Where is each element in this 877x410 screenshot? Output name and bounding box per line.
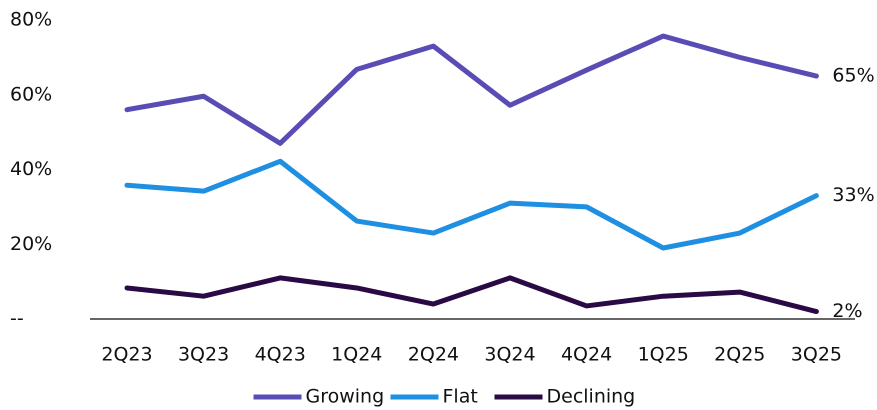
data-label: 33% xyxy=(832,184,874,206)
x-tick-label: 3Q25 xyxy=(791,344,842,366)
legend-label: Flat xyxy=(443,386,478,408)
y-tick-label: 40% xyxy=(10,158,52,180)
legend-label: Declining xyxy=(547,386,636,408)
line-series xyxy=(124,158,819,251)
x-tick-label: 3Q23 xyxy=(178,344,229,366)
x-tick-label: 1Q25 xyxy=(638,344,689,366)
x-tick-label: 2Q23 xyxy=(101,344,152,366)
y-tick-label: 60% xyxy=(10,83,52,105)
y-tick-label: 20% xyxy=(10,233,52,255)
x-tick-label: 4Q23 xyxy=(255,344,306,366)
x-tick-label: 1Q24 xyxy=(331,344,382,366)
data-label: 65% xyxy=(832,65,874,87)
data-label: 2% xyxy=(832,300,862,322)
line-series xyxy=(124,33,819,146)
x-tick-label: 2Q25 xyxy=(714,344,765,366)
x-tick-label: 2Q24 xyxy=(408,344,459,366)
y-tick-label: 80% xyxy=(10,9,52,31)
y-tick-label: -- xyxy=(10,308,24,330)
x-tick-label: 4Q24 xyxy=(561,344,612,366)
x-tick-label: 3Q24 xyxy=(484,344,535,366)
line-series xyxy=(124,275,819,315)
legend-label: Growing xyxy=(306,386,385,408)
